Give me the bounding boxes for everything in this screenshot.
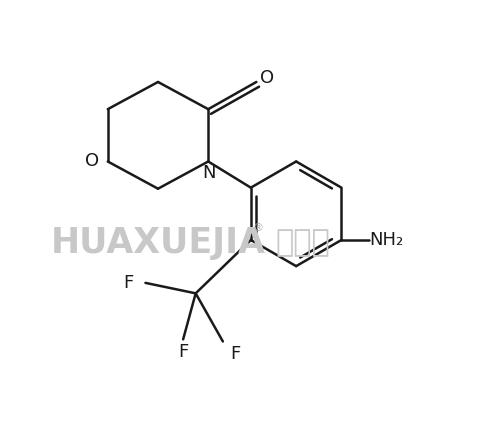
Text: 化学加: 化学加 bbox=[275, 228, 330, 258]
Text: F: F bbox=[178, 343, 188, 361]
Text: O: O bbox=[260, 69, 274, 87]
Text: O: O bbox=[85, 153, 99, 170]
Text: ®: ® bbox=[253, 224, 264, 233]
Text: F: F bbox=[230, 345, 241, 363]
Text: F: F bbox=[124, 274, 134, 292]
Text: HUAXUEJIA: HUAXUEJIA bbox=[51, 226, 265, 260]
Text: N: N bbox=[202, 164, 216, 182]
Text: NH₂: NH₂ bbox=[369, 231, 403, 249]
